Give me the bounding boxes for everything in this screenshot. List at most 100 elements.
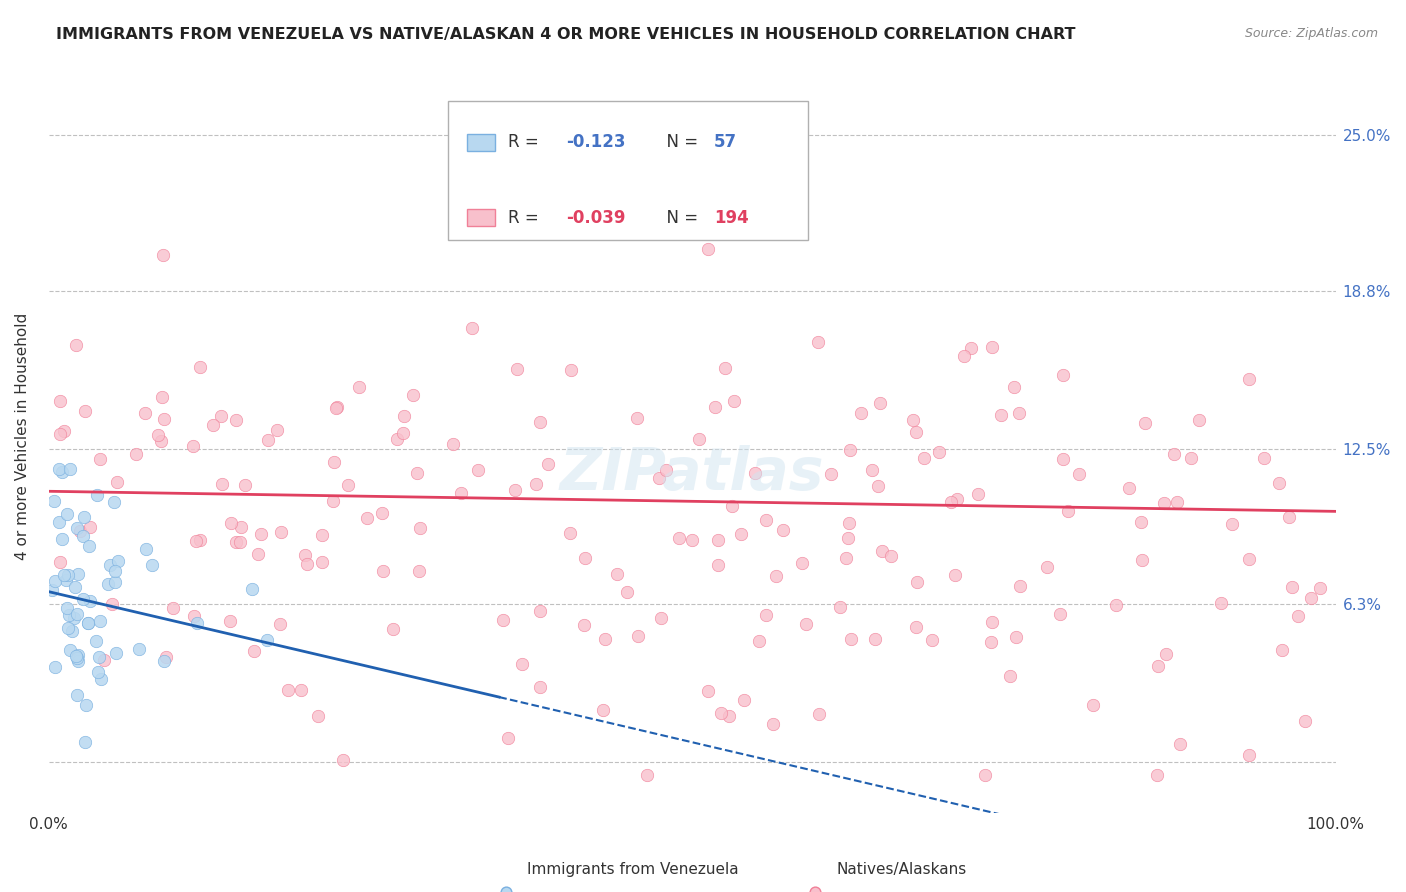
Point — [76, 698, 98, 713]
Point — [409, 521, 432, 535]
Point — [492, 613, 515, 627]
Point — [959, 341, 981, 355]
Point — [75, 404, 97, 418]
Point — [1052, 368, 1074, 383]
Point — [1000, 669, 1022, 683]
Point — [162, 600, 184, 615]
Point — [311, 555, 333, 569]
Point — [104, 564, 127, 578]
Point — [498, 731, 520, 746]
Point — [980, 634, 1002, 648]
Point — [79, 519, 101, 533]
Point — [76, 616, 98, 631]
Point — [89, 614, 111, 628]
Point — [149, 434, 172, 448]
Point — [1133, 417, 1156, 431]
Point — [48, 462, 70, 476]
Point — [835, 551, 858, 566]
Point — [66, 566, 89, 581]
Point — [1239, 747, 1261, 762]
Point — [1154, 647, 1177, 661]
Text: 57: 57 — [714, 134, 737, 152]
Point — [59, 462, 82, 476]
Point — [266, 423, 288, 437]
Point — [394, 409, 416, 423]
Point — [1168, 737, 1191, 751]
Point — [560, 363, 582, 377]
Point — [73, 735, 96, 749]
Point — [202, 417, 225, 432]
Point — [89, 452, 111, 467]
Text: R =: R = — [508, 134, 544, 152]
Point — [1002, 380, 1025, 394]
Point — [86, 665, 108, 679]
Point — [256, 433, 278, 447]
Point — [697, 684, 720, 698]
Point — [648, 471, 671, 485]
Point — [295, 557, 318, 571]
Point — [104, 646, 127, 660]
Point — [211, 476, 233, 491]
Point — [56, 507, 79, 521]
Point — [59, 643, 82, 657]
Point — [392, 426, 415, 441]
Point — [990, 408, 1012, 422]
FancyBboxPatch shape — [467, 134, 495, 151]
Point — [104, 574, 127, 589]
Point — [103, 494, 125, 508]
Point — [941, 495, 963, 509]
Point — [1052, 452, 1074, 467]
Point — [905, 425, 928, 440]
Point — [529, 415, 551, 429]
Point — [1294, 714, 1316, 729]
Point — [730, 527, 752, 541]
Point — [146, 427, 169, 442]
Point — [755, 513, 778, 527]
Point — [135, 542, 157, 557]
Point — [681, 533, 703, 548]
Point — [441, 437, 464, 451]
Point — [67, 654, 90, 668]
Point — [242, 644, 264, 658]
Point — [277, 682, 299, 697]
Point — [58, 608, 80, 623]
Point — [503, 483, 526, 497]
Point — [336, 477, 359, 491]
Point — [1146, 768, 1168, 782]
Point — [52, 425, 75, 439]
Point — [49, 555, 72, 569]
Point — [73, 510, 96, 524]
Point — [55, 573, 77, 587]
Point — [905, 575, 928, 590]
Point — [1153, 495, 1175, 509]
Point — [228, 534, 250, 549]
Point — [72, 528, 94, 542]
Point — [953, 349, 976, 363]
Point — [225, 413, 247, 427]
Point — [41, 583, 63, 598]
Point — [880, 549, 903, 563]
Point — [86, 488, 108, 502]
Point — [86, 634, 108, 648]
Point — [703, 400, 725, 414]
Point — [183, 609, 205, 624]
Point — [256, 632, 278, 647]
Point — [973, 768, 995, 782]
Point — [928, 445, 950, 459]
Point — [307, 709, 329, 723]
Point — [1301, 591, 1323, 606]
Point — [60, 624, 83, 639]
Point — [63, 610, 86, 624]
Point — [1239, 372, 1261, 386]
Point — [721, 500, 744, 514]
Point — [270, 525, 292, 540]
Point — [371, 506, 394, 520]
Point — [406, 466, 429, 480]
Point — [626, 629, 648, 643]
Point — [356, 511, 378, 525]
Point — [1211, 596, 1233, 610]
Point — [467, 463, 489, 477]
Point — [592, 703, 614, 717]
Point — [153, 654, 176, 668]
Point — [796, 616, 818, 631]
